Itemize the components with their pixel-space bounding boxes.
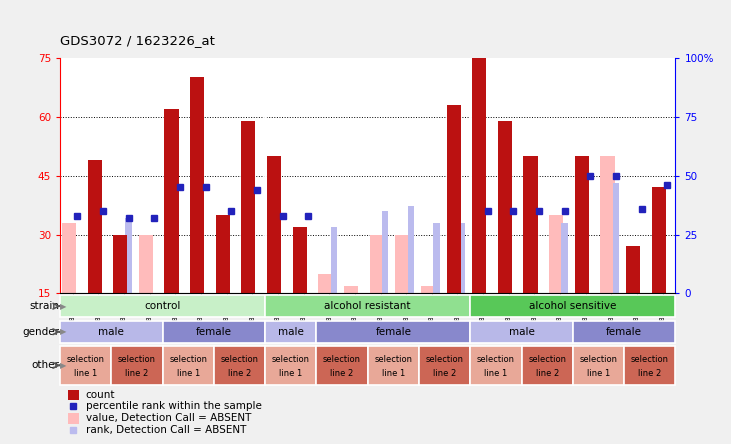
Text: line 1: line 1 bbox=[587, 369, 610, 378]
Text: line 2: line 2 bbox=[330, 369, 354, 378]
Text: selection: selection bbox=[169, 355, 207, 364]
Bar bbox=[382, 211, 388, 293]
Text: other: other bbox=[31, 361, 59, 370]
Text: value, Detection Call = ABSENT: value, Detection Call = ABSENT bbox=[86, 413, 251, 423]
Bar bbox=[317, 346, 368, 385]
Bar bbox=[522, 346, 573, 385]
Bar bbox=[60, 346, 111, 385]
Bar bbox=[470, 321, 573, 343]
Bar bbox=[241, 121, 256, 293]
Text: line 1: line 1 bbox=[74, 369, 97, 378]
Text: female: female bbox=[375, 327, 412, 337]
Text: selection: selection bbox=[323, 355, 361, 364]
Bar bbox=[600, 156, 615, 293]
Bar bbox=[498, 121, 512, 293]
Bar bbox=[344, 285, 358, 293]
Text: selection: selection bbox=[221, 355, 259, 364]
Bar bbox=[111, 346, 162, 385]
Bar bbox=[214, 346, 265, 385]
Text: strain: strain bbox=[29, 301, 59, 311]
Text: line 1: line 1 bbox=[382, 369, 405, 378]
Text: line 2: line 2 bbox=[638, 369, 662, 378]
Text: line 2: line 2 bbox=[433, 369, 456, 378]
Bar bbox=[88, 160, 102, 293]
Bar bbox=[370, 234, 384, 293]
Text: selection: selection bbox=[631, 355, 669, 364]
Bar bbox=[447, 105, 461, 293]
Bar bbox=[162, 321, 265, 343]
Text: selection: selection bbox=[374, 355, 412, 364]
Text: line 1: line 1 bbox=[485, 369, 507, 378]
Text: selection: selection bbox=[272, 355, 310, 364]
Bar bbox=[470, 295, 675, 317]
Bar bbox=[419, 346, 470, 385]
Bar bbox=[549, 215, 564, 293]
Bar bbox=[265, 321, 317, 343]
Text: ▶: ▶ bbox=[61, 327, 67, 336]
Text: line 1: line 1 bbox=[279, 369, 303, 378]
Text: rank, Detection Call = ABSENT: rank, Detection Call = ABSENT bbox=[86, 424, 246, 435]
Bar bbox=[395, 234, 409, 293]
Text: GDS3072 / 1623226_at: GDS3072 / 1623226_at bbox=[60, 34, 215, 47]
Text: control: control bbox=[144, 301, 181, 311]
Bar bbox=[624, 346, 675, 385]
Text: selection: selection bbox=[118, 355, 156, 364]
Text: line 2: line 2 bbox=[228, 369, 251, 378]
Bar bbox=[575, 156, 589, 293]
Text: percentile rank within the sample: percentile rank within the sample bbox=[86, 401, 262, 411]
Bar bbox=[573, 321, 675, 343]
Text: male: male bbox=[98, 327, 124, 337]
Text: female: female bbox=[606, 327, 642, 337]
Text: selection: selection bbox=[425, 355, 463, 364]
Bar bbox=[523, 156, 537, 293]
Bar bbox=[421, 285, 435, 293]
Text: selection: selection bbox=[477, 355, 515, 364]
Bar bbox=[62, 223, 76, 293]
Bar bbox=[164, 109, 178, 293]
Text: line 2: line 2 bbox=[536, 369, 558, 378]
Bar bbox=[68, 390, 79, 400]
Text: alcohol resistant: alcohol resistant bbox=[325, 301, 411, 311]
Bar bbox=[265, 346, 317, 385]
Text: male: male bbox=[278, 327, 303, 337]
Bar bbox=[470, 346, 521, 385]
Bar bbox=[267, 156, 281, 293]
Bar bbox=[126, 218, 132, 293]
Text: female: female bbox=[196, 327, 232, 337]
Bar bbox=[317, 321, 470, 343]
Text: alcohol sensitive: alcohol sensitive bbox=[529, 301, 616, 311]
Text: male: male bbox=[509, 327, 534, 337]
Bar bbox=[561, 223, 568, 293]
Bar bbox=[459, 223, 465, 293]
Bar bbox=[265, 295, 470, 317]
Bar bbox=[113, 234, 127, 293]
Text: line 1: line 1 bbox=[177, 369, 200, 378]
Text: ▶: ▶ bbox=[61, 361, 67, 370]
Bar bbox=[652, 187, 666, 293]
Bar bbox=[408, 206, 414, 293]
Bar bbox=[613, 182, 619, 293]
Bar bbox=[433, 223, 439, 293]
Text: count: count bbox=[86, 390, 115, 400]
Text: selection: selection bbox=[580, 355, 618, 364]
Bar bbox=[318, 274, 333, 293]
Text: selection: selection bbox=[67, 355, 105, 364]
Bar bbox=[216, 215, 230, 293]
Bar bbox=[190, 77, 204, 293]
Bar bbox=[68, 413, 79, 424]
Bar bbox=[626, 246, 640, 293]
Bar bbox=[573, 346, 624, 385]
Text: selection: selection bbox=[529, 355, 567, 364]
Bar bbox=[292, 226, 307, 293]
Bar bbox=[162, 346, 213, 385]
Bar bbox=[60, 321, 162, 343]
Text: gender: gender bbox=[23, 327, 59, 337]
Text: line 2: line 2 bbox=[125, 369, 148, 378]
Bar bbox=[60, 295, 265, 317]
Bar bbox=[139, 234, 153, 293]
Bar bbox=[472, 58, 486, 293]
Text: ▶: ▶ bbox=[61, 302, 67, 311]
Bar bbox=[368, 346, 419, 385]
Bar bbox=[330, 227, 337, 293]
